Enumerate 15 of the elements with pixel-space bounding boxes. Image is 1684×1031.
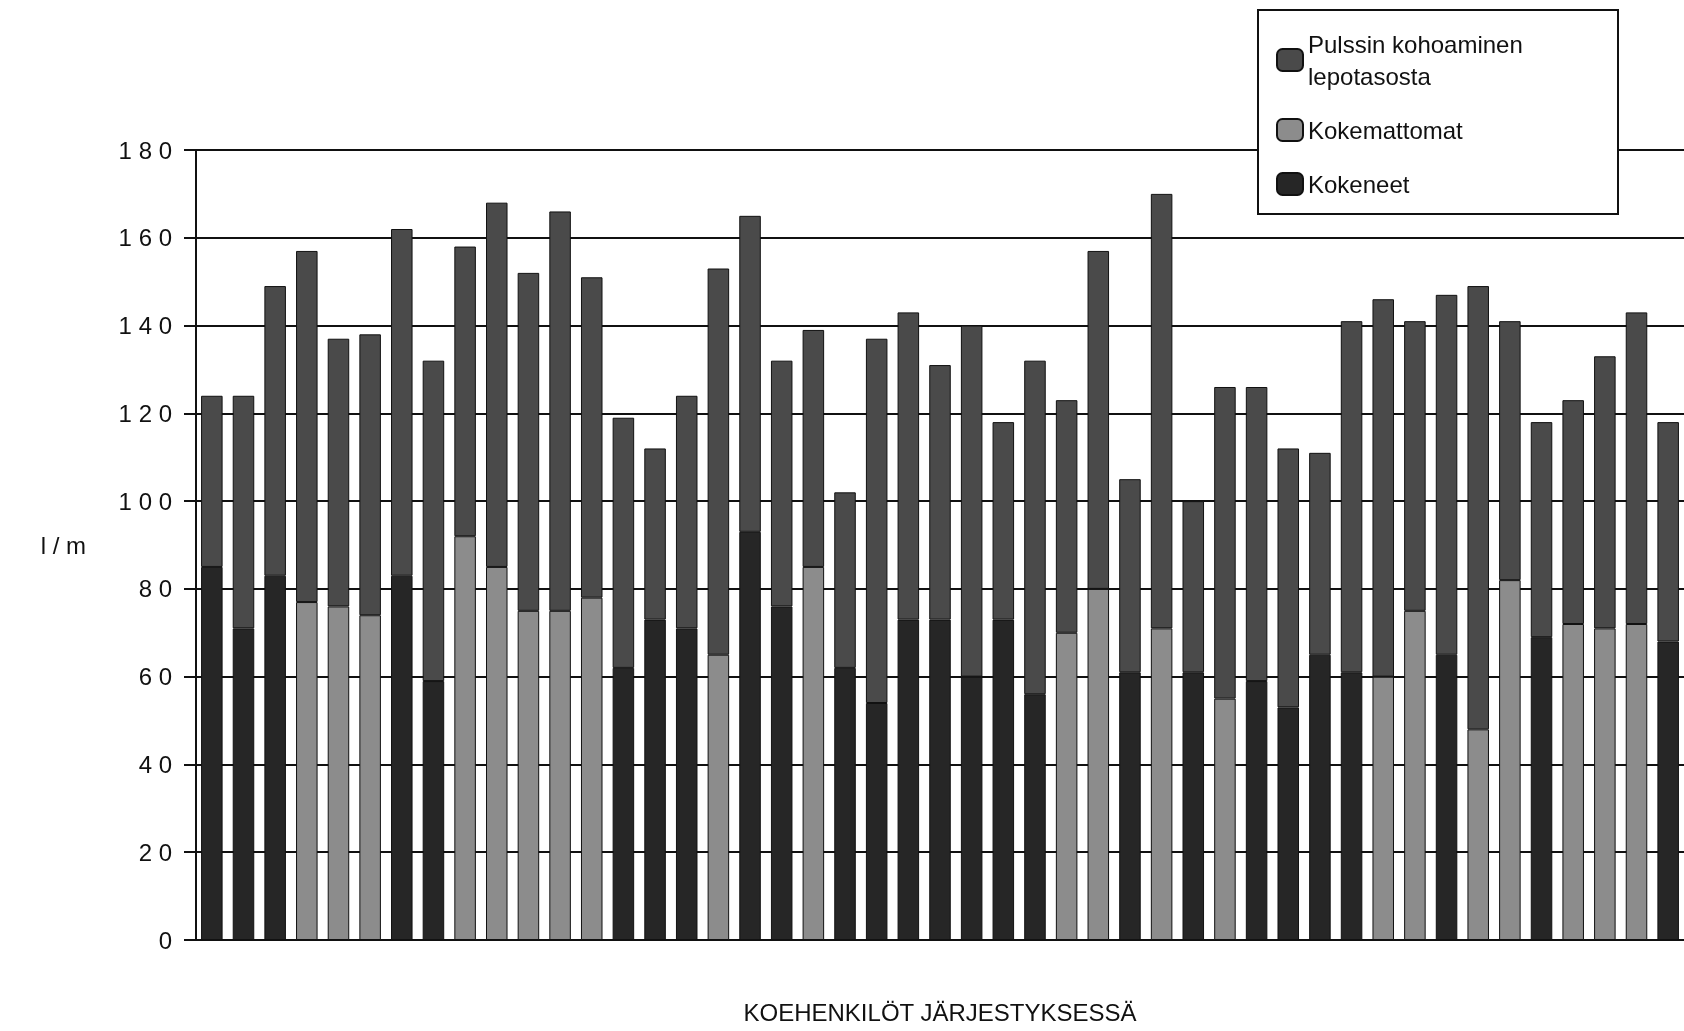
y-tick-label: 2 0: [138, 838, 172, 866]
y-tick-label: 1 8 0: [118, 136, 172, 164]
y-tick-label: 1 4 0: [118, 312, 172, 340]
legend-label: Kokeneet: [1308, 170, 1410, 198]
y-tick-label: 0: [158, 926, 172, 954]
y-tick-label: 6 0: [138, 663, 172, 691]
y-tick-label: 1 0 0: [118, 487, 172, 515]
y-tick-label: 8 0: [138, 575, 172, 603]
y-tick-label: 1 6 0: [118, 224, 172, 252]
legend-label: Pulssin kohoaminen lepotasosta: [1308, 30, 1530, 90]
y-axis-title: l / m: [40, 531, 86, 559]
y-tick-label: 4 0: [138, 750, 172, 778]
y-tick-label: 1 2 0: [118, 399, 172, 427]
x-axis-title: KOEHENKILÖT JÄRJESTYKSESSÄ: [743, 998, 1137, 1026]
legend-label: Kokemattomat: [1308, 116, 1464, 144]
